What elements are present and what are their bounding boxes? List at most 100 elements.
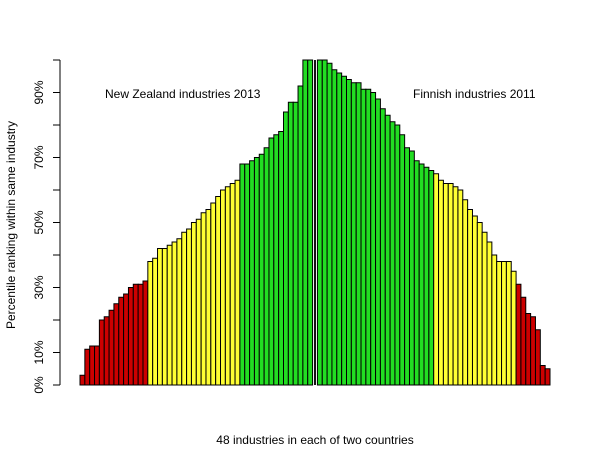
bar: [157, 248, 163, 386]
bar: [442, 183, 449, 386]
x-axis-label: 48 industries in each of two countries: [216, 433, 413, 447]
bar: [137, 283, 144, 386]
bar: [375, 98, 381, 386]
bar: [438, 179, 444, 386]
bar: [486, 241, 493, 386]
bar: [287, 101, 294, 386]
bar: [103, 316, 110, 386]
bar: [530, 316, 536, 386]
bar: [399, 134, 406, 386]
bar: [166, 244, 173, 386]
bar: [307, 59, 314, 386]
bar: [467, 209, 473, 386]
bar: [94, 345, 100, 386]
bar: [224, 186, 231, 386]
bar: [360, 88, 367, 386]
y-tick-label: 0%: [32, 376, 46, 394]
bar: [520, 296, 527, 386]
bar: [98, 319, 105, 386]
bar: [84, 348, 91, 386]
bar: [331, 69, 338, 386]
bar: [108, 309, 115, 386]
bar: [316, 59, 323, 386]
bar: [534, 329, 541, 386]
bar: [181, 231, 188, 386]
bar: [190, 222, 197, 386]
y-axis-label: Percentile ranking within same industry: [4, 121, 18, 329]
bar: [263, 147, 270, 386]
bar: [510, 270, 517, 386]
bar: [176, 238, 183, 386]
bar: [384, 114, 391, 386]
bar: [491, 254, 498, 386]
bar: [418, 163, 425, 386]
bar: [404, 147, 410, 386]
bar: [389, 121, 396, 386]
bar: [123, 293, 129, 386]
bar: [471, 215, 478, 386]
bar: [239, 163, 246, 386]
bar: [345, 79, 352, 386]
y-tick-label: 90%: [32, 80, 46, 104]
bar: [394, 124, 401, 386]
bar: [457, 189, 464, 386]
bar: [278, 131, 285, 386]
bar: [539, 365, 546, 386]
bar: [200, 212, 207, 386]
bar: [273, 134, 280, 386]
bar: [268, 137, 275, 386]
annotation: New Zealand industries 2013: [105, 87, 261, 101]
y-tick-label: 70%: [32, 145, 46, 169]
bar: [152, 257, 159, 386]
bar: [229, 183, 236, 386]
bar: [132, 283, 139, 386]
bar: [113, 303, 120, 386]
bar: [481, 231, 488, 386]
bar: [365, 88, 372, 386]
bar: [127, 287, 134, 386]
bar: [413, 160, 420, 386]
bar: [452, 186, 459, 386]
bar: [283, 111, 289, 386]
bar: [341, 75, 347, 386]
bar: [515, 283, 522, 386]
bar: [476, 222, 483, 386]
bar: [302, 59, 309, 386]
bar: [297, 85, 304, 386]
bar: [496, 261, 503, 386]
annotation: Finnish industries 2011: [413, 87, 536, 101]
bar: [234, 179, 241, 386]
bar: [355, 82, 362, 386]
y-tick-label: 10%: [32, 340, 46, 364]
bar: [210, 202, 217, 386]
bar: [321, 59, 328, 386]
bar: [118, 296, 125, 386]
bar: [447, 183, 454, 386]
divider-bar: [314, 60, 316, 385]
bar: [253, 157, 260, 386]
bar: [370, 92, 377, 386]
bar: [292, 101, 299, 386]
bar: [205, 209, 212, 386]
bar: [215, 196, 222, 386]
y-tick-label: 50%: [32, 210, 46, 234]
bar: [379, 108, 386, 386]
bar: [428, 170, 435, 386]
bar: [186, 228, 192, 386]
bar: [408, 150, 415, 386]
bar: [336, 72, 343, 386]
bar: [505, 261, 512, 386]
bar: [161, 248, 168, 386]
bar: [244, 163, 251, 386]
bar: [501, 261, 507, 386]
bar: [79, 374, 86, 386]
bar: [220, 189, 226, 386]
bar: [195, 218, 202, 386]
bar: [147, 261, 154, 386]
bar: [423, 166, 430, 386]
bar: [350, 82, 357, 386]
bar: [142, 280, 149, 386]
y-tick-label: 30%: [32, 275, 46, 299]
bar: [525, 313, 532, 386]
